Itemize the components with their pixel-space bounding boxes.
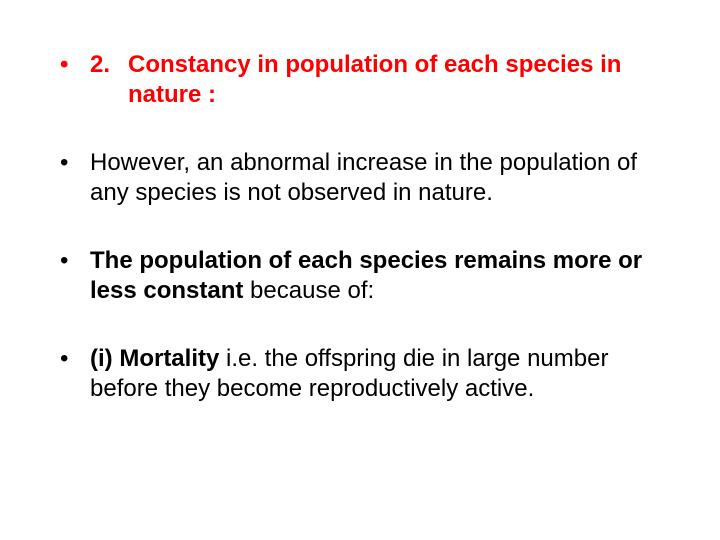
body-text: (i) Mortality i.e. the offspring die in …	[90, 344, 660, 404]
bullet-dot: •	[60, 246, 90, 276]
bullet-dot: •	[60, 50, 90, 80]
body-text: However, an abnormal increase in the pop…	[90, 148, 660, 208]
body-text: The population of each species remains m…	[90, 246, 660, 306]
heading-text: Constancy in population of each species …	[128, 50, 660, 110]
list-number: 2.	[90, 50, 128, 80]
list-item-body-1: • However, an abnormal increase in the p…	[60, 148, 660, 208]
list-item-heading: • 2. Constancy in population of each spe…	[60, 50, 660, 110]
bold-segment: (i) Mortality	[90, 345, 219, 372]
list-item-body-2: • The population of each species remains…	[60, 246, 660, 306]
plain-segment: because of:	[243, 277, 374, 304]
bullet-dot: •	[60, 148, 90, 178]
list-item-body-3: • (i) Mortality i.e. the offspring die i…	[60, 344, 660, 404]
bullet-dot: •	[60, 344, 90, 374]
